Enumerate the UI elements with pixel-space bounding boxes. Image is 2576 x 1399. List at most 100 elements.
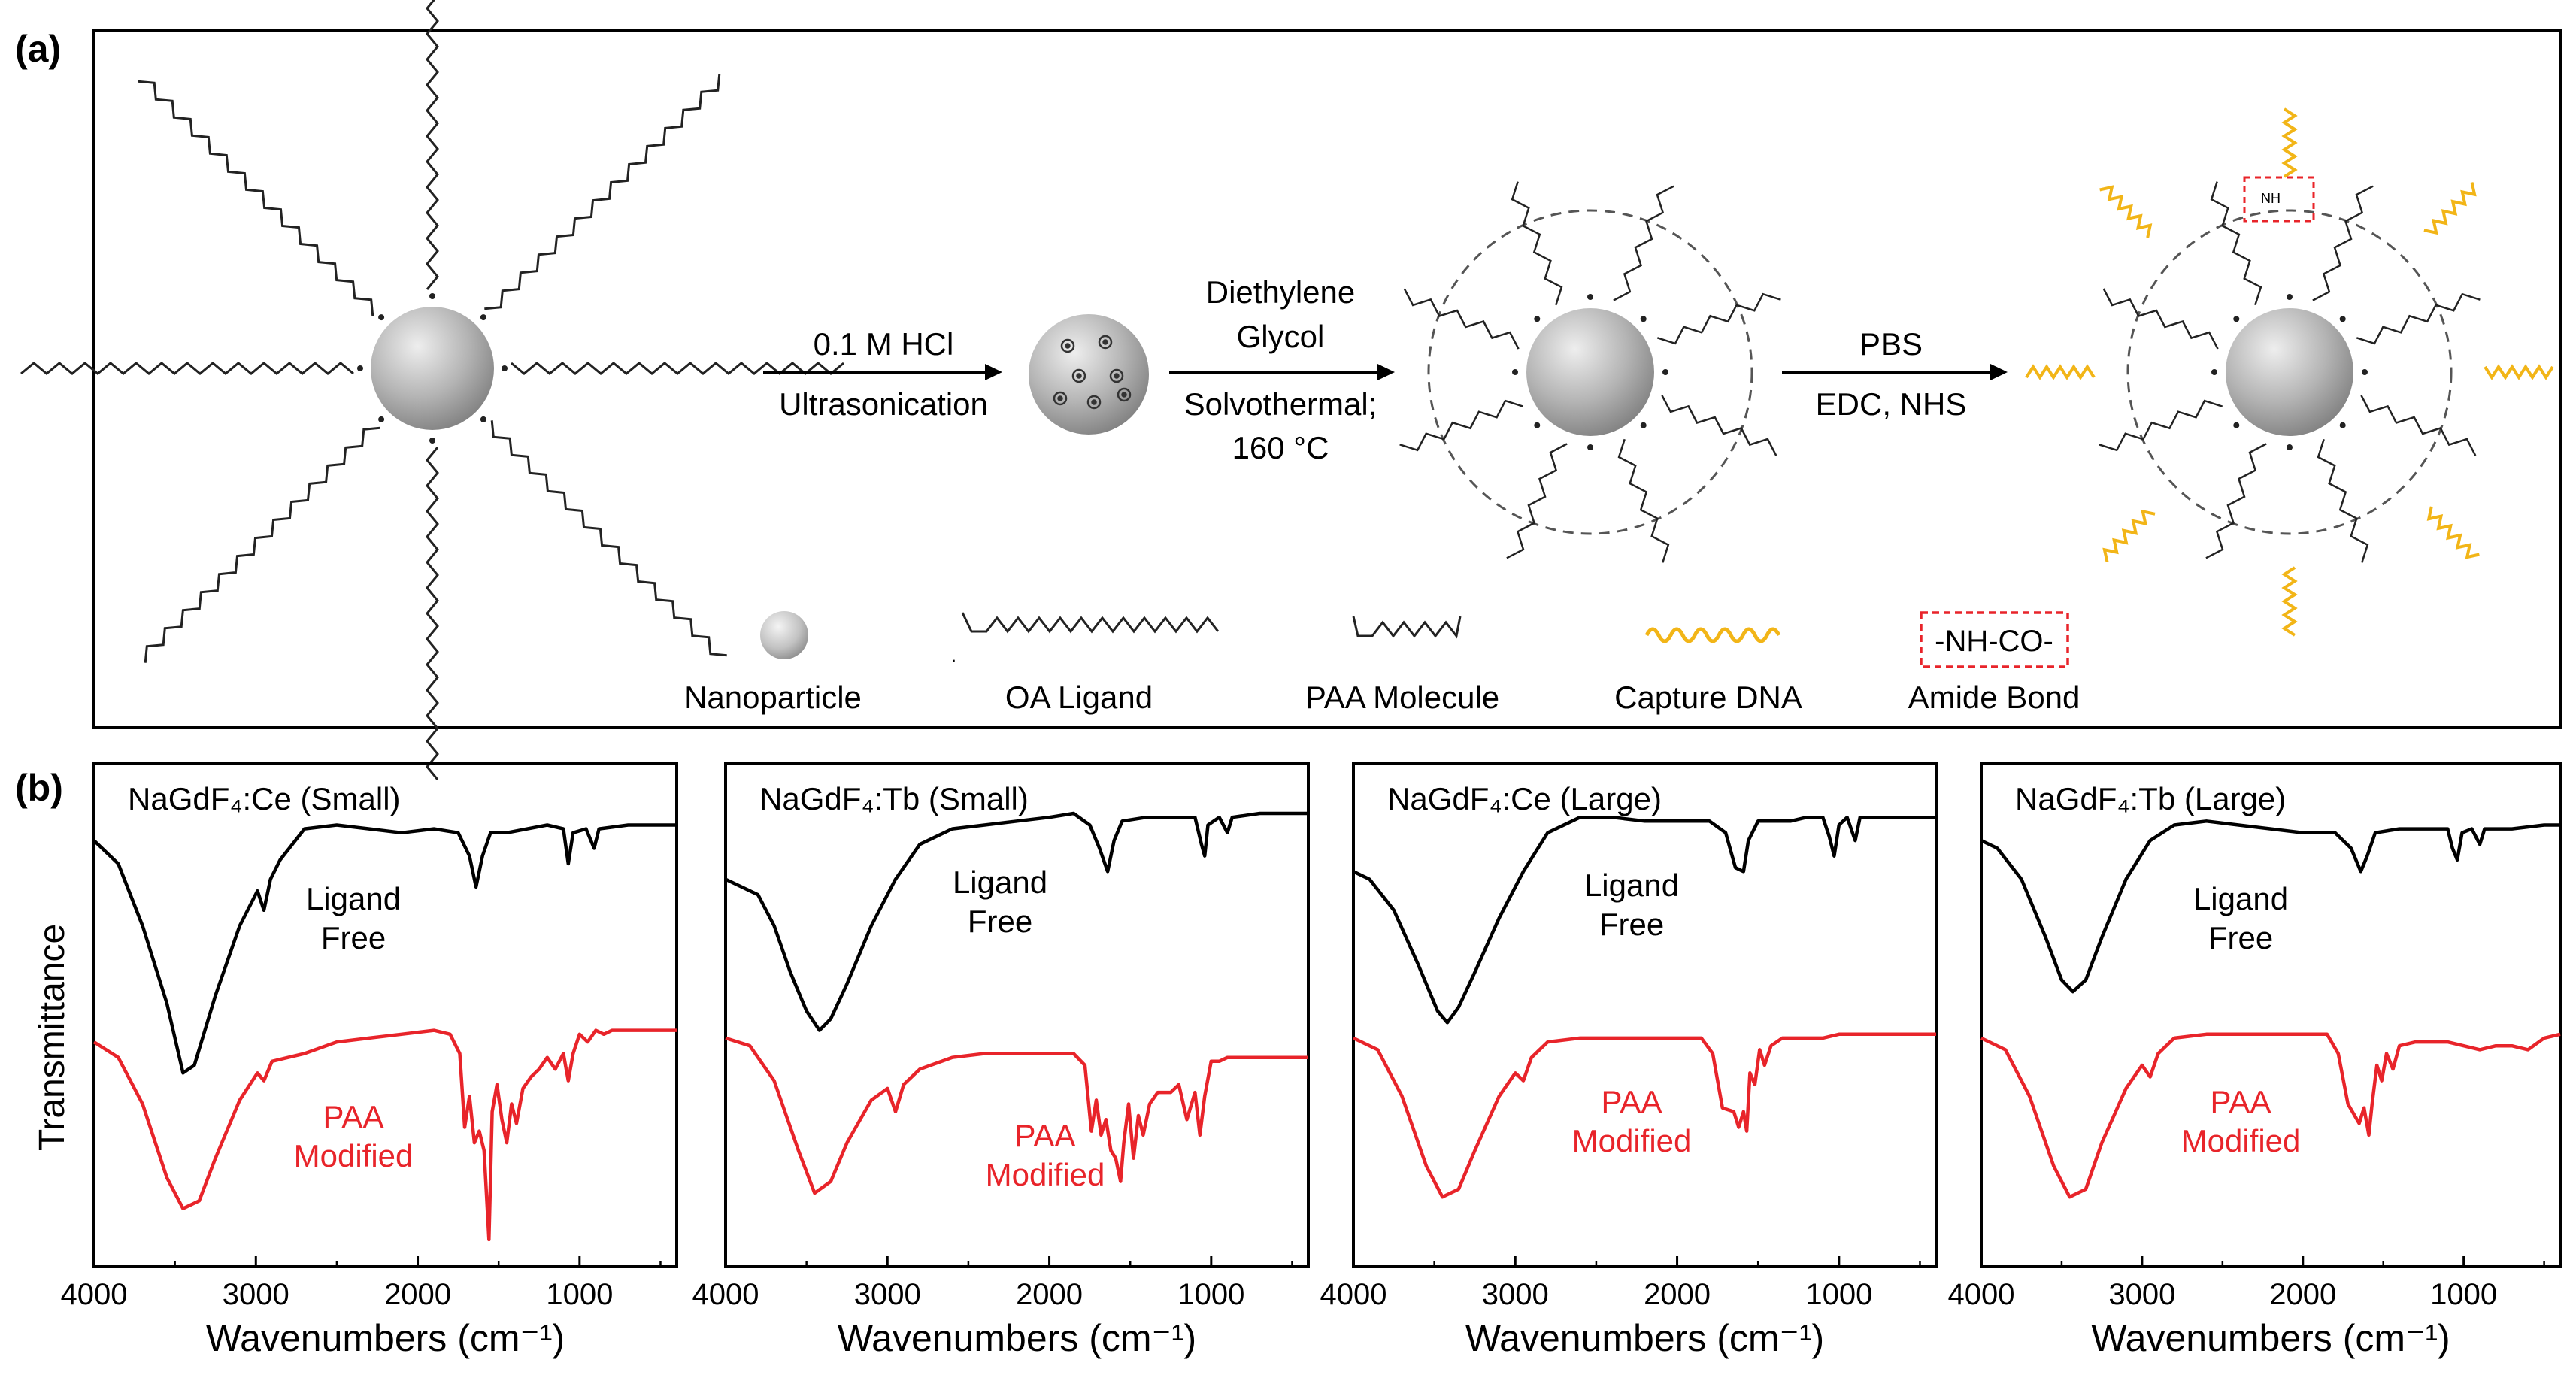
chart-frame [724, 762, 1310, 1268]
series-label: PAA [1602, 1084, 1662, 1119]
legend-amide-bond-label: Amide Bond [1908, 680, 2080, 715]
series-line-ligand-free [1980, 819, 2560, 994]
carboxyl-head [2287, 444, 2293, 450]
series-label: Modified [986, 1157, 1105, 1192]
carboxyl-head [2339, 316, 2346, 322]
carboxyl-head [502, 365, 508, 371]
x-tick-label: 1000 [546, 1278, 613, 1311]
paa-molecule-chain [2312, 185, 2374, 301]
carboxyl-head [2362, 369, 2368, 375]
legend-capture-dna-label: Capture DNA [1614, 680, 1802, 715]
carboxyl-head [2233, 422, 2240, 428]
nanoparticle-core [371, 307, 494, 430]
series-label: Ligand [2193, 881, 2288, 916]
surface-charge-dot [1091, 399, 1097, 405]
legend-paa-molecule-icon [1352, 616, 1462, 639]
x-tick-label: 4000 [1320, 1278, 1387, 1311]
x-tick-label: 4000 [1948, 1278, 2015, 1311]
carboxyl-head [2233, 316, 2240, 322]
carboxyl-head [2287, 294, 2293, 300]
carboxyl-head [1662, 369, 1668, 375]
step3-bottom-label: EDC, NHS [1816, 386, 1967, 422]
x-axis-label: Wavenumbers (cm⁻¹) [1465, 1317, 1824, 1359]
capture-dna-strand [2281, 107, 2298, 178]
series-line-paa-modified [1980, 1032, 2561, 1199]
x-tick-label: 2000 [2269, 1278, 2336, 1311]
carboxyl-head [378, 416, 385, 422]
oa-ligand-chain [426, 0, 439, 290]
ligand-free-nanoparticle [1029, 314, 1149, 435]
series-label: Ligand [306, 881, 401, 916]
paa-molecule-chain [2317, 438, 2369, 563]
surface-charge [1109, 368, 1124, 383]
series-label: Free [968, 904, 1032, 939]
chart-title: NaGdF₄:Ce (Small) [128, 781, 401, 816]
series-label: Free [321, 920, 386, 955]
capture-dna-strand [2484, 364, 2554, 380]
series-label: Ligand [953, 865, 1047, 900]
x-tick-label: 3000 [2108, 1278, 2175, 1311]
oa-ligand-chain [426, 447, 439, 780]
ftir-chart-3: NaGdF₄:Ce (Large) Ligand Free PAA Modified 40… [1320, 762, 1938, 1359]
legend: Nanoparticle · OA Ligand PAA Molecule Ca… [684, 611, 2080, 715]
legend-oa-ligand-icon [961, 612, 1220, 634]
oa-ligand-chain [144, 426, 380, 663]
arrow-step-2: Diethylene Glycol Solvothermal; 160 °C [1169, 274, 1395, 465]
oa-ligand-chain [511, 362, 844, 375]
paa-molecule-chain [1399, 399, 1524, 452]
x-axis-label: Wavenumbers (cm⁻¹) [838, 1317, 1196, 1359]
surface-charge [1086, 395, 1102, 410]
panel-a-label: (a) [15, 28, 61, 70]
oa-ligand-chain [490, 420, 727, 657]
legend-amide-bond-icon [1920, 611, 2069, 668]
step2-bottom-label-2: 160 °C [1232, 430, 1329, 465]
series-line-paa-modified [725, 1036, 1308, 1195]
series-label: PAA [323, 1099, 384, 1134]
ftir-chart-4: NaGdF₄:Tb (Large) Ligand Free PAA Modified 40… [1948, 762, 2562, 1359]
x-tick-label: 3000 [223, 1278, 289, 1311]
surface-charge-dot [1065, 343, 1071, 349]
amide-bond-highlight [2243, 176, 2315, 223]
carboxyl-head [480, 416, 486, 422]
paa-molecule-chain [2360, 395, 2477, 456]
carboxyl-head [480, 314, 486, 321]
carboxyl-head [1640, 316, 1647, 322]
legend-nanoparticle-icon [760, 611, 808, 659]
series-label: PAA [2211, 1084, 2271, 1119]
series-line-ligand-free [725, 811, 1308, 1032]
carboxyl-head [429, 438, 435, 444]
panel-b-label: (b) [15, 767, 63, 809]
step2-bottom-label-1: Solvothermal; [1184, 386, 1377, 422]
ftir-chart-1: NaGdF₄:Ce (Small) Ligand Free PAA Modified 40… [61, 762, 678, 1359]
legend-capture-dna-icon [1644, 627, 1781, 643]
x-tick-label: 1000 [1177, 1278, 1244, 1311]
paa-molecule-chain [2210, 181, 2262, 306]
paa-molecule-chain [1511, 181, 1563, 306]
oa-capped-nanoparticle [20, 0, 844, 780]
capture-dna-strand [2423, 182, 2477, 235]
surface-charge-dot [1076, 373, 1082, 379]
arrow-step-1: 0.1 M HCl Ultrasonication [763, 326, 1002, 422]
surface-charge [1098, 335, 1113, 350]
chart-title: NaGdF₄:Ce (Large) [1387, 781, 1662, 816]
surface-charge [1060, 338, 1075, 353]
series-label: Modified [1572, 1123, 1692, 1158]
series-line-paa-modified [1353, 1032, 1936, 1199]
carboxyl-head [378, 314, 385, 321]
paa-molecule-chain [1656, 292, 1781, 345]
surface-charge [1071, 368, 1086, 383]
surface-charge [1053, 391, 1068, 406]
x-tick-label: 1000 [2430, 1278, 2497, 1311]
oa-ligand-chain [484, 74, 721, 310]
series-label: PAA [1015, 1118, 1076, 1153]
carboxyl-head [1534, 316, 1541, 322]
series-label: Free [2208, 920, 2273, 955]
legend-nanoparticle-label: Nanoparticle [684, 680, 862, 715]
legend-oa-ligand-o: · [951, 650, 956, 669]
panel-a-frame [92, 29, 2562, 729]
x-tick-label: 2000 [1644, 1278, 1711, 1311]
x-tick-label: 1000 [1805, 1278, 1872, 1311]
surface-charge-dot [1114, 373, 1120, 379]
arrow-step-3: PBS EDC, NHS [1782, 326, 2008, 422]
